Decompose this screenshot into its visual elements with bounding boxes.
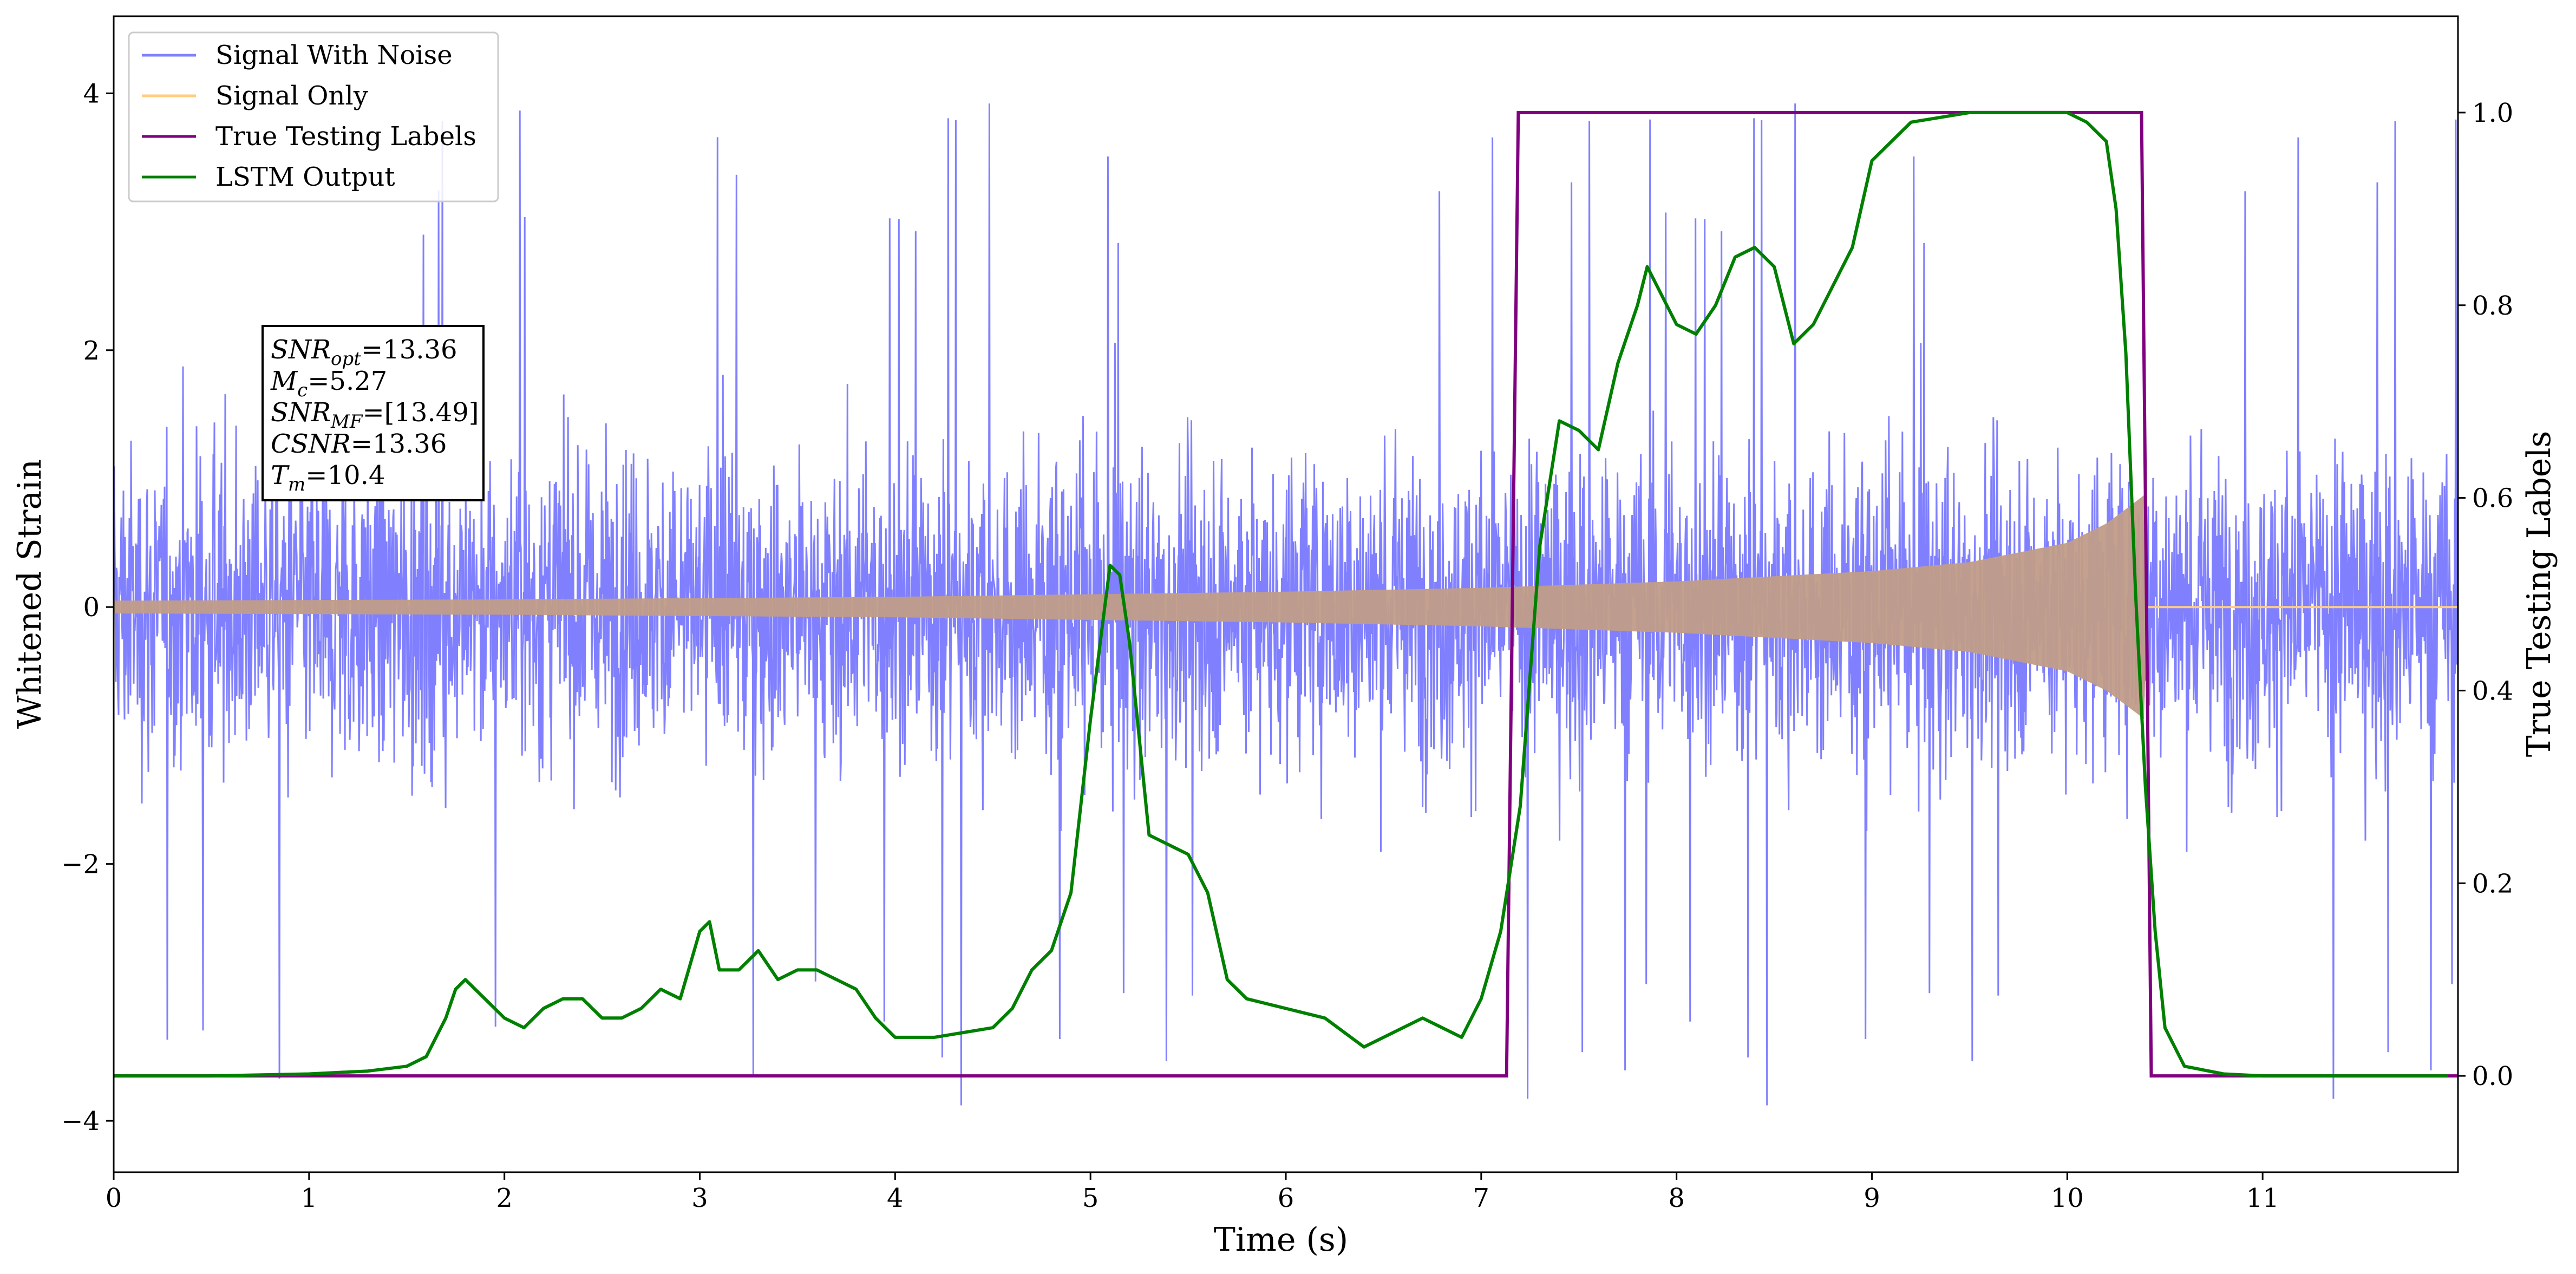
x-tick-label: 9 [1864,1183,1880,1213]
legend-box [128,31,499,202]
legend-label-true-testing-labels: True Testing Labels [215,121,476,152]
x-tick-label: 0 [106,1183,122,1213]
x-axis-ticks: 0 1 2 3 4 5 6 7 8 9 10 11 [106,1172,2279,1213]
y-right-tick-label: 0.8 [2472,291,2513,321]
legend-label-signal-with-noise: Signal With Noise [215,40,453,70]
y-left-tick-label: 0 [83,592,100,623]
true-testing-labels-line [114,110,2458,1078]
legend-label-signal-only: Signal Only [215,81,368,111]
y-left-tick-label: −4 [61,1106,100,1136]
x-tick-label: 6 [1278,1183,1294,1213]
annotation-csnr: CSNR=13.36 [271,429,447,459]
signal-only-series [114,495,2458,719]
annotation-snr-opt: SNRopt=13.36 [271,335,457,370]
x-tick-label: 11 [2246,1183,2279,1213]
x-tick-label: 5 [1082,1183,1099,1213]
y-axis-right-label: True Testing Labels [2520,431,2558,757]
y-left-tick-label: 2 [83,336,100,366]
x-tick-label: 4 [887,1183,904,1213]
x-tick-label: 2 [496,1183,513,1213]
y-axis-right-ticks: 0.0 0.2 0.4 0.6 0.8 1.0 [2458,98,2513,1092]
annotation-snr-mf: SNRMF=[13.49] [271,397,479,433]
x-axis-label: Time (s) [1214,1221,1348,1259]
y-axis-left-label: Whitened Strain [11,459,49,729]
x-tick-label: 8 [1668,1183,1685,1213]
y-right-tick-label: 0.6 [2472,484,2513,514]
annotation-box: SNRopt=13.36 Mc=5.27 SNRMF=[13.49] CSNR=… [261,325,485,501]
legend: Signal With Noise Signal Only True Testi… [128,31,499,202]
legend-label-lstm-output: LSTM Output [215,162,395,192]
y-right-tick-label: 0.0 [2472,1061,2513,1092]
y-axis-left-ticks: −4 −2 0 2 4 [61,79,114,1136]
y-left-tick-label: 4 [83,79,100,109]
x-tick-label: 10 [2051,1183,2084,1213]
lstm-output-series [114,110,2448,1078]
y-right-tick-label: 1.0 [2472,98,2513,128]
x-tick-label: 1 [301,1183,318,1213]
y-left-tick-label: −2 [61,850,100,880]
plot-area [113,15,2459,1173]
x-tick-label: 3 [691,1183,708,1213]
y-right-tick-label: 0.2 [2472,868,2513,899]
lstm-output-line [114,110,2448,1078]
true-testing-labels-series [114,110,2458,1078]
x-tick-label: 7 [1473,1183,1490,1213]
y-right-tick-label: 0.4 [2472,676,2513,706]
annotation-tm: Tm=10.4 [271,460,385,495]
annotation-chirp-mass: Mc=5.27 [270,366,387,401]
annotation-frame [261,325,485,501]
signal-only-envelope [114,495,2148,719]
